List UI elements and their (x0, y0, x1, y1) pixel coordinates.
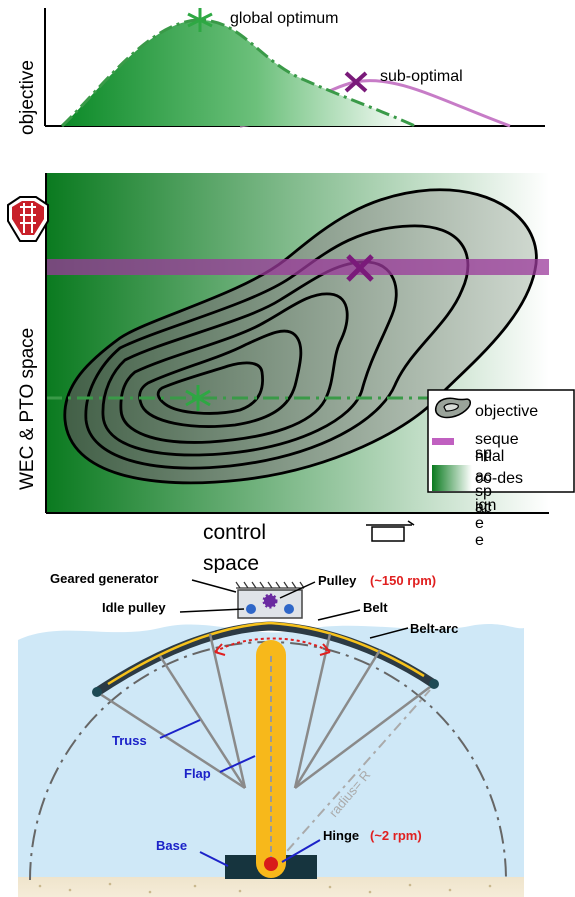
legend-co-5: e (475, 515, 484, 532)
sub-optimal-marker (344, 71, 368, 93)
mid-x-label-line2: space (203, 552, 259, 575)
device-icon (7, 196, 49, 242)
global-optimum-marker-2d (185, 385, 211, 411)
legend-co-3: sp (475, 483, 492, 500)
pulley-label: Pulley (318, 573, 357, 588)
mid-x-label-line1: control (203, 521, 266, 544)
truss (96, 633, 435, 790)
legend-co-2: ign (475, 497, 496, 514)
device-illustration: radius= R (18, 571, 524, 897)
sequential-legend-swatch (432, 438, 454, 445)
global-curve-fill (62, 20, 415, 126)
top-y-label: objective (17, 60, 38, 135)
geared-generator-label: Geared generator (50, 571, 158, 586)
idle-pulley-label: Idle pulley (102, 600, 166, 615)
mid-y-label: WEC & PTO space (17, 328, 38, 490)
base-label: Base (156, 838, 187, 853)
legend: objective seque ntial sp ac e co-des ign… (427, 389, 575, 549)
top-plot: global optimum sub-optimal objective (17, 8, 545, 135)
global-optimum-label: global optimum (230, 10, 339, 27)
codesign-legend-swatch (432, 465, 472, 491)
sequential-space-band (46, 259, 549, 275)
idle-pulley-right (284, 604, 294, 614)
idle-pulley-left (246, 604, 256, 614)
middle-plot: WEC & PTO space control space objective … (7, 173, 575, 575)
radius-line (271, 689, 431, 869)
pulley-speed-label: (~150 rpm) (370, 573, 436, 588)
objective-legend-icon (434, 397, 471, 419)
hinge-label: Hinge (323, 828, 359, 843)
belt (107, 621, 425, 686)
legend-seq-4: ac (475, 468, 492, 485)
seabed (18, 877, 524, 897)
global-optimum-marker (187, 8, 213, 32)
sub-optimal-label: sub-optimal (380, 68, 463, 85)
global-curve (60, 18, 416, 128)
legend-objective-label: objective (475, 403, 538, 420)
legend-seq-5: e (475, 532, 484, 549)
hinge (264, 857, 278, 871)
legend-seq-3: sp (475, 445, 492, 462)
legend-co-1: co-des (475, 470, 523, 487)
legend-seq-2: ntial (475, 448, 504, 465)
belt-label: Belt (363, 600, 388, 615)
flap-label: Flap (184, 766, 211, 781)
belt-arc-label: Belt-arc (410, 621, 458, 636)
legend-seq-1: seque (475, 431, 519, 448)
sub-optimal-marker-2d (346, 254, 374, 282)
legend-co-4: ac (475, 499, 492, 516)
swing-arrow (214, 637, 331, 653)
control-icon (366, 520, 415, 542)
truss-label: Truss (112, 733, 147, 748)
pulley (262, 593, 278, 609)
hinge-speed-label: (~2 rpm) (370, 828, 422, 843)
